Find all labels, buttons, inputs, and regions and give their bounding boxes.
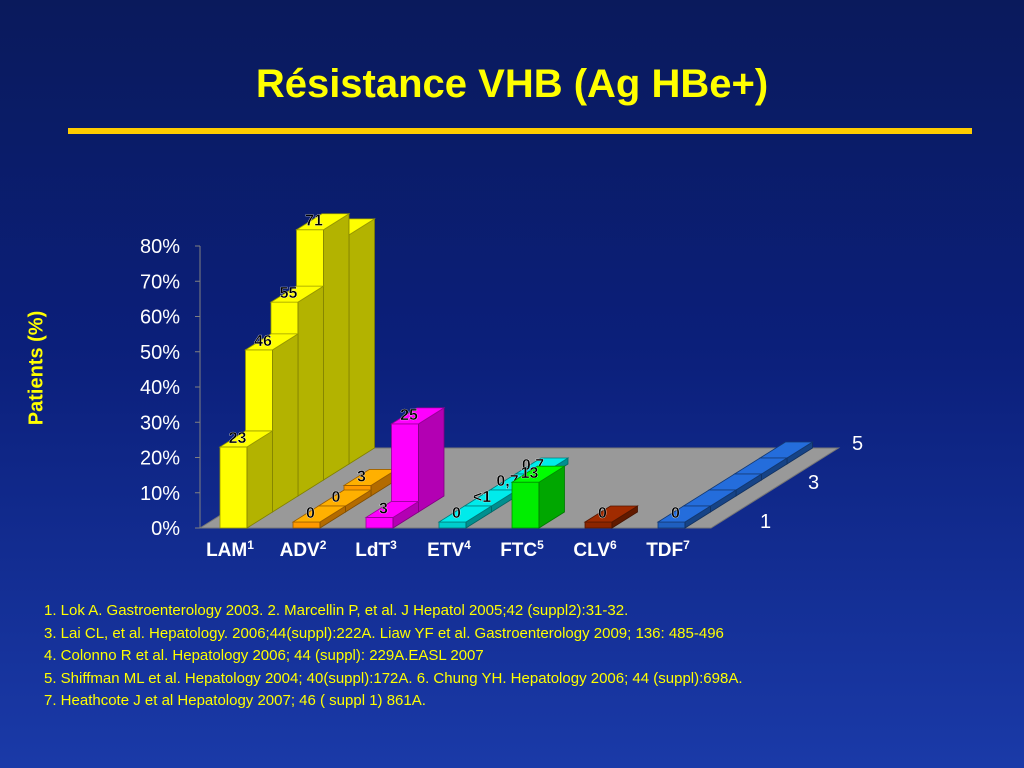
bar-value-label: <1: [473, 489, 491, 506]
bar-side: [323, 213, 350, 481]
bar-top: [269, 285, 325, 303]
bar-top: [218, 430, 274, 448]
bar-top: [244, 333, 300, 351]
y-tick-label: 60%: [140, 307, 180, 329]
bar-top: [291, 505, 347, 523]
depth-label: 3: [808, 472, 819, 494]
y-tick-label: 70%: [140, 271, 180, 293]
y-tick-label: 50%: [140, 342, 180, 364]
bar-value-label: 0: [332, 489, 341, 506]
reference-line: 7. Heathcote J et al Hepatology 2007; 46…: [44, 692, 426, 710]
x-category-label: TDF7: [646, 538, 690, 561]
bar-side: [272, 333, 299, 513]
bar-value-label: 3: [357, 468, 366, 485]
bar-front: [365, 517, 394, 529]
bar-value-label: 23: [229, 430, 247, 447]
y-tick-label: 30%: [140, 412, 180, 434]
bar-top: [656, 505, 712, 523]
reference-line: 3. Lai CL, et al. Hepatology. 2006;44(su…: [44, 624, 724, 642]
bar-side: [418, 407, 445, 513]
bar-front: [438, 521, 467, 529]
bar-top: [390, 407, 446, 425]
bar-value-label: 0: [452, 505, 461, 522]
bar-value-label: 13: [521, 465, 539, 482]
bar-value-label: 3: [379, 500, 388, 517]
y-tick-label: 0%: [151, 518, 180, 540]
bar-chart-3d: 0%10%20%30%40%50%60%70%80%13565710,75530…: [140, 212, 863, 561]
reference-line: 1. Lok A. Gastroenterology 2003. 2. Marc…: [44, 602, 629, 619]
bar-front: [219, 446, 248, 529]
bar-top: [364, 501, 420, 518]
references: 1. Lok A. Gastroenterology 2003. 2. Marc…: [44, 600, 1004, 713]
bar-value-label: 55: [280, 285, 298, 302]
bar-side: [246, 430, 273, 529]
bar-top: [295, 213, 351, 231]
bar-front: [584, 521, 613, 529]
bar-value-label: 25: [400, 407, 418, 424]
bar-value-label: 0: [306, 505, 315, 522]
bar-front: [511, 481, 540, 529]
x-category-label: LdT3: [355, 538, 397, 561]
depth-label: 5: [852, 433, 863, 455]
x-category-label: LAM1: [206, 538, 254, 561]
y-tick-label: 80%: [140, 236, 180, 258]
y-tick-label: 10%: [140, 483, 180, 505]
bar-front: [292, 521, 321, 529]
bar-value-label: 0: [671, 505, 680, 522]
bar-side: [348, 218, 375, 465]
bar-side: [297, 285, 324, 497]
bar-top: [437, 505, 493, 523]
y-tick-label: 40%: [140, 377, 180, 399]
depth-label: 1: [760, 511, 771, 533]
x-category-label: ADV2: [280, 538, 327, 561]
x-category-label: FTC5: [500, 538, 544, 561]
x-category-label: ETV4: [427, 538, 471, 561]
x-category-label: CLV6: [573, 538, 617, 561]
bar-value-label: 71: [305, 213, 323, 230]
y-tick-label: 20%: [140, 448, 180, 470]
bar-front: [657, 521, 686, 529]
title-underline: [68, 128, 972, 134]
bar-front: [391, 423, 419, 513]
bar-value-label: 46: [254, 333, 272, 350]
reference-line: 5. Shiffman ML et al. Hepatology 2004; 4…: [44, 669, 743, 687]
bar-top: [583, 505, 639, 523]
bar-top: [510, 465, 566, 483]
reference-line: 4. Colonno R et al. Hepatology 2006; 44 …: [44, 647, 484, 665]
slide-title: Résistance VHB (Ag HBe+): [255, 62, 769, 106]
bar-value-label: 0: [598, 505, 607, 522]
